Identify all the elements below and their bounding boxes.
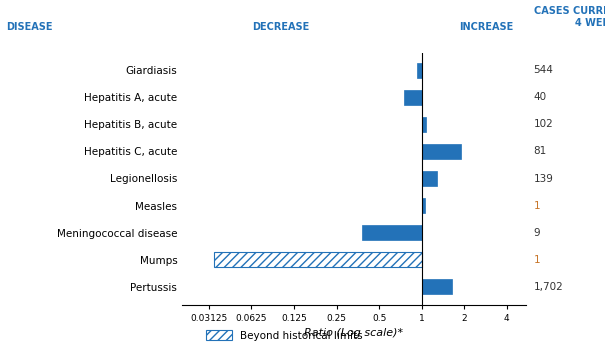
Text: INCREASE: INCREASE [459,21,514,31]
Bar [214,252,422,267]
Bar [422,144,461,159]
Bar [422,198,425,213]
Text: 544: 544 [534,65,554,75]
Text: 9: 9 [534,228,540,238]
Text: 1,702: 1,702 [534,282,563,292]
Bar [362,225,422,240]
X-axis label: Ratio (Log scale)*: Ratio (Log scale)* [304,328,404,338]
Text: 1: 1 [534,255,540,265]
Text: 139: 139 [534,174,554,183]
Text: 102: 102 [534,119,554,129]
Text: 1: 1 [534,201,540,211]
Text: 81: 81 [534,146,547,156]
Text: DISEASE: DISEASE [6,21,53,31]
Text: CASES CURRENT
4 WEEKS: CASES CURRENT 4 WEEKS [534,6,605,28]
Legend: Beyond historical limits: Beyond historical limits [201,326,367,345]
Text: 40: 40 [534,92,547,102]
Bar [404,90,422,105]
Bar [422,279,453,294]
Bar [422,117,427,132]
Bar [417,63,422,78]
Bar [422,171,437,186]
Text: DECREASE: DECREASE [252,21,309,31]
